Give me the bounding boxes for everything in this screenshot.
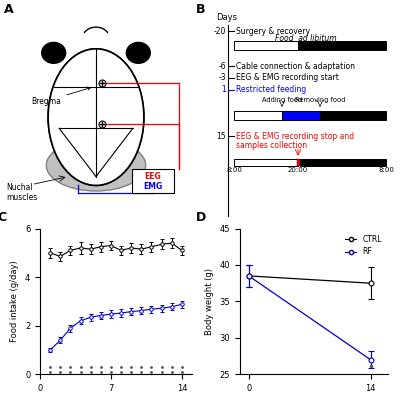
Legend: CTRL, RF: CTRL, RF <box>342 232 384 259</box>
Text: EEG & EMG recording start: EEG & EMG recording start <box>236 73 339 82</box>
Bar <box>234 41 298 50</box>
Text: 1: 1 <box>221 85 226 94</box>
Bar <box>282 111 320 119</box>
Text: Adding food: Adding food <box>262 97 302 102</box>
Ellipse shape <box>48 49 144 186</box>
Bar <box>234 111 282 119</box>
Text: Nuchal
muscles: Nuchal muscles <box>6 183 37 202</box>
Circle shape <box>42 43 66 63</box>
Text: 8:00: 8:00 <box>226 167 242 173</box>
FancyBboxPatch shape <box>132 169 174 193</box>
Y-axis label: Food intake (g/day): Food intake (g/day) <box>10 260 19 342</box>
Y-axis label: Body weight (g): Body weight (g) <box>205 268 214 335</box>
Text: Food  ad libitum: Food ad libitum <box>275 34 337 43</box>
Text: Restricted feeding: Restricted feeding <box>236 85 306 94</box>
Bar <box>320 111 386 119</box>
Text: 15: 15 <box>216 132 226 141</box>
Bar <box>234 159 298 166</box>
Text: Days: Days <box>216 13 237 22</box>
Ellipse shape <box>48 49 144 186</box>
Text: A: A <box>4 3 14 16</box>
Text: EEG: EEG <box>145 172 162 181</box>
Text: -3: -3 <box>218 73 226 82</box>
Bar <box>300 159 386 166</box>
Text: C: C <box>0 211 6 224</box>
Ellipse shape <box>46 139 146 191</box>
Text: Removing food: Removing food <box>295 97 345 102</box>
Text: EEG & EMG recording stop and: EEG & EMG recording stop and <box>236 132 354 141</box>
Circle shape <box>126 43 150 63</box>
Text: Bregma: Bregma <box>32 87 91 106</box>
Bar <box>297 159 300 166</box>
Text: -20: -20 <box>214 27 226 36</box>
Text: -6: -6 <box>218 62 226 71</box>
Text: Surgery & recovery: Surgery & recovery <box>236 27 310 36</box>
Text: EMG: EMG <box>144 182 163 191</box>
Text: samples collection: samples collection <box>236 141 307 150</box>
Text: Cable connection & adaptation: Cable connection & adaptation <box>236 62 355 71</box>
Text: 20:00: 20:00 <box>288 167 308 173</box>
Ellipse shape <box>57 139 135 172</box>
Bar <box>298 41 386 50</box>
Text: D: D <box>196 211 206 224</box>
Text: 8:00: 8:00 <box>378 167 394 173</box>
Text: B: B <box>196 3 206 16</box>
